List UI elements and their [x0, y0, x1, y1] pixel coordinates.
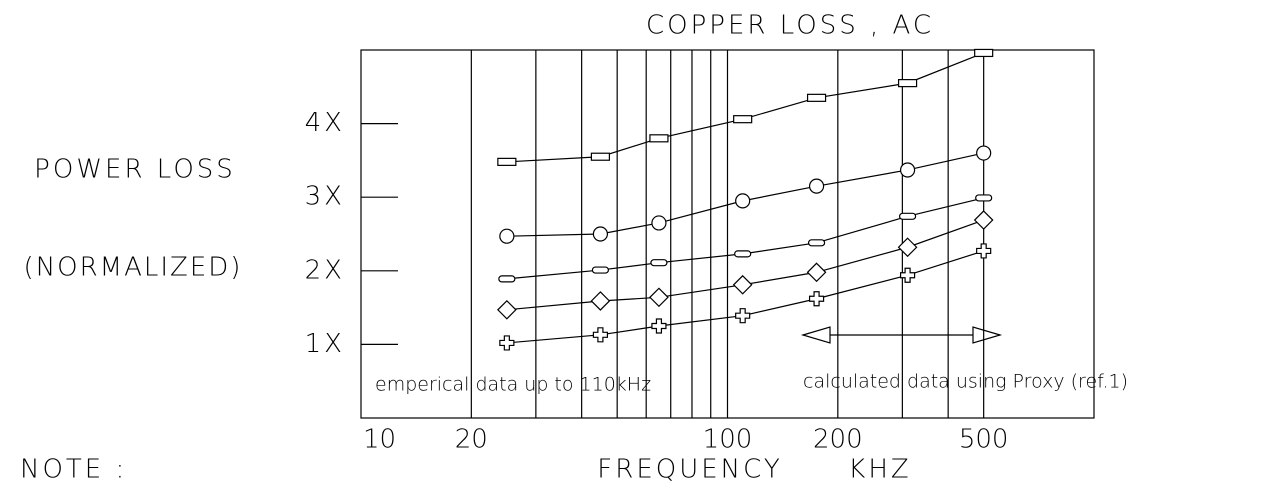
x-tick-label: 20 — [455, 425, 488, 455]
marker — [498, 275, 516, 283]
x-tick-label: 10 — [363, 425, 396, 455]
marker — [590, 152, 611, 161]
range-arrow — [800, 326, 1003, 344]
marker — [976, 243, 992, 259]
marker — [590, 291, 611, 311]
series-line — [506, 250, 984, 344]
x-axis-label: FREQUENCY — [597, 455, 782, 485]
x-tick-label: 200 — [813, 425, 863, 455]
marker — [649, 134, 669, 143]
marker — [591, 266, 610, 274]
marker — [496, 299, 517, 320]
marker — [974, 48, 994, 58]
y-tick-label: 1X — [305, 329, 345, 359]
marker — [806, 93, 827, 102]
series-line — [506, 197, 984, 280]
marker — [592, 226, 609, 242]
marker — [651, 215, 667, 231]
marker — [733, 115, 753, 124]
note: NOTE : — [20, 455, 127, 485]
marker — [976, 145, 992, 161]
marker — [899, 267, 916, 283]
marker — [897, 79, 918, 88]
y-tick-label: 2X — [305, 255, 345, 285]
marker — [735, 193, 751, 209]
marker — [807, 239, 826, 247]
marker — [499, 228, 515, 244]
annotation: calculated data using Proxy (ref.1) — [803, 371, 1128, 393]
annotation: emperical data up to 110kHz — [375, 374, 651, 396]
marker — [808, 178, 825, 194]
marker — [734, 250, 752, 258]
marker — [897, 237, 918, 258]
y-tick-label: 3X — [305, 182, 345, 212]
x-tick-label: 500 — [959, 425, 1009, 455]
marker — [808, 291, 825, 307]
marker — [899, 162, 916, 178]
x-axis-label: KHZ — [848, 455, 911, 485]
marker — [649, 287, 669, 308]
marker — [499, 335, 515, 351]
chart-title: COPPER LOSS , AC — [646, 11, 934, 41]
series-line — [506, 219, 984, 311]
marker — [592, 327, 609, 343]
marker — [650, 259, 668, 267]
marker — [735, 308, 751, 324]
marker — [651, 318, 667, 334]
marker — [898, 212, 917, 220]
x-tick-label: 100 — [703, 425, 753, 455]
y-axis-label: (NORMALIZED) — [24, 253, 243, 283]
marker — [973, 210, 994, 230]
marker — [806, 262, 827, 283]
marker — [732, 274, 753, 295]
y-axis-label: POWER LOSS — [34, 155, 236, 185]
marker — [975, 194, 993, 202]
series-line — [506, 52, 984, 163]
y-tick-label: 4X — [305, 108, 345, 138]
marker — [497, 157, 517, 166]
